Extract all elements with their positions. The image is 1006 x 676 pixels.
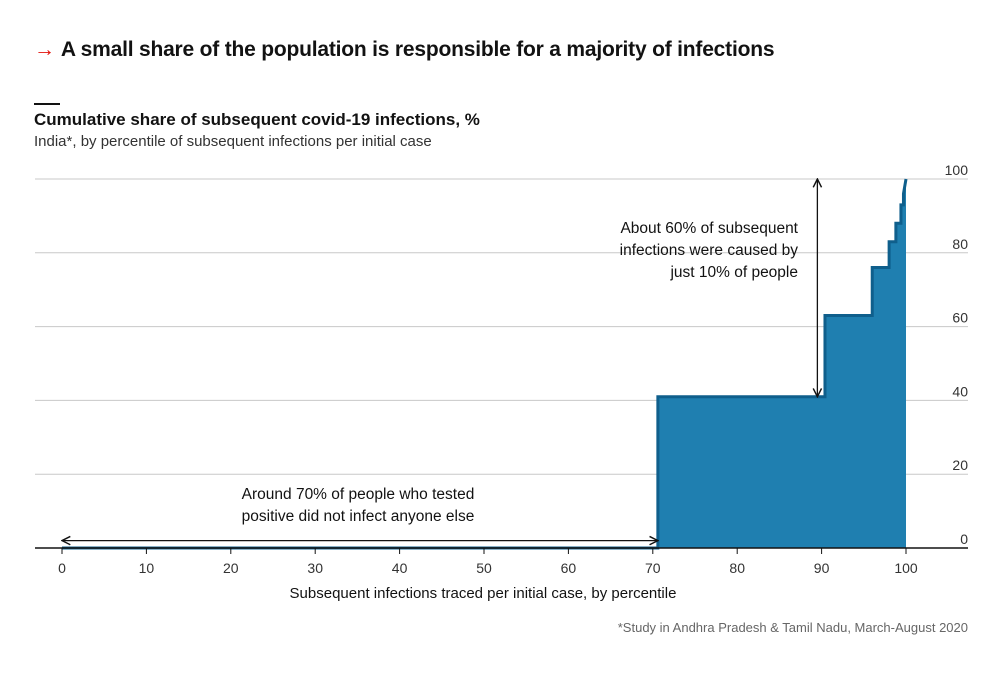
x-tick-label: 0 xyxy=(58,560,66,576)
x-tick-label: 40 xyxy=(392,560,408,576)
x-tick-label: 80 xyxy=(729,560,745,576)
x-tick-label: 60 xyxy=(561,560,577,576)
y-tick-label: 0 xyxy=(960,531,968,547)
arrow-icon: → xyxy=(34,38,55,61)
x-tick-label: 20 xyxy=(223,560,239,576)
annotation-1-line: positive did not infect anyone else xyxy=(242,508,475,525)
series-area xyxy=(62,178,908,550)
y-tick-label: 100 xyxy=(945,162,969,178)
x-axis xyxy=(35,547,968,554)
headline: → A small share of the population is resp… xyxy=(34,38,775,62)
x-tick-label: 100 xyxy=(894,560,918,576)
x-tick-label: 70 xyxy=(645,560,661,576)
headline-text: A small share of the population is respo… xyxy=(60,38,775,61)
chart-title: Cumulative share of subsequent covid-19 … xyxy=(34,110,480,129)
y-tick-label: 20 xyxy=(952,457,968,473)
annotation-1-line: Around 70% of people who tested xyxy=(242,486,475,503)
x-tick-label: 30 xyxy=(307,560,323,576)
chart-subtitle: India*, by percentile of subsequent infe… xyxy=(34,133,432,150)
title-rule xyxy=(34,103,60,105)
y-tick-label: 40 xyxy=(952,383,968,399)
x-tick-labels: 0 10 20 30 40 50 60 70 80 90 100 xyxy=(58,560,918,576)
annotations: Around 70% of people who tested positive … xyxy=(62,179,817,541)
source-note: *Study in Andhra Pradesh & Tamil Nadu, M… xyxy=(617,620,968,635)
annotation-2-line: infections were caused by xyxy=(620,242,799,259)
cumulative-line xyxy=(62,178,908,550)
annotation-2-line: About 60% of subsequent xyxy=(620,220,798,237)
cumulative-area xyxy=(62,179,906,548)
x-tick-label: 90 xyxy=(814,560,830,576)
y-tick-label: 80 xyxy=(952,236,968,252)
x-tick-label: 50 xyxy=(476,560,492,576)
x-tick-label: 10 xyxy=(139,560,155,576)
y-axis: 0 20 40 60 80 100 xyxy=(945,162,969,547)
annotation-2-line: just 10% of people xyxy=(669,264,798,281)
y-tick-label: 60 xyxy=(952,310,968,326)
x-axis-label: Subsequent infections traced per initial… xyxy=(289,585,677,602)
